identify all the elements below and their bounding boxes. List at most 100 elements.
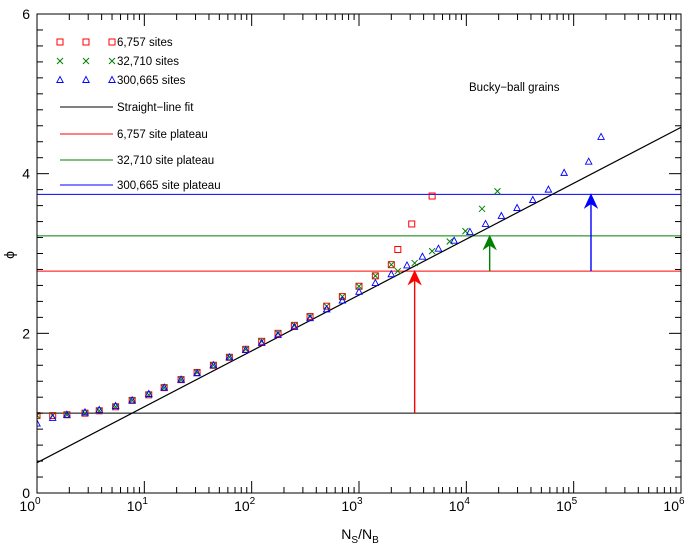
legend: 6,757 sites 32,710 sites 300,665 sites S… [56, 37, 221, 192]
data-point-series-3 [160, 383, 169, 391]
x-axis-label: NS/NB [341, 526, 379, 546]
data-point-series-2 [63, 411, 71, 419]
data-point-series-3 [528, 195, 537, 203]
data-point-series-1 [258, 337, 266, 345]
data-point-series-1 [323, 302, 331, 310]
legend-label-series-1: 6,757 sites [117, 37, 173, 49]
x-tick-label: 106 [663, 496, 685, 514]
data-point-series-3 [597, 132, 606, 140]
data-point-series-2 [177, 376, 185, 383]
data-point-series-3 [560, 168, 569, 176]
x-tick-label: 103 [341, 496, 363, 514]
x-tick-label: 101 [127, 496, 149, 514]
data-point-series-1 [290, 321, 298, 329]
data-point-series-3 [306, 313, 315, 322]
legend-marker-series-3 [56, 75, 64, 83]
arrow-head-1 [407, 269, 422, 286]
data-point-series-1 [49, 412, 57, 420]
data-point-series-1 [428, 192, 436, 200]
data-point-series-2 [494, 187, 501, 195]
legend-marker-series-2 [56, 57, 64, 65]
legend-marker-series-1 [56, 38, 64, 46]
data-point-series-3 [290, 322, 299, 330]
data-point-series-3 [111, 401, 120, 409]
data-point-series-2 [411, 259, 419, 267]
data-point-series-2 [387, 261, 395, 269]
data-point-series-2 [226, 353, 233, 361]
x-tick-label: 105 [556, 496, 578, 514]
legend-label-series-3: 300,665 sites [117, 75, 186, 87]
data-point-series-3 [338, 296, 347, 304]
legend-marker-series-1 [82, 38, 90, 46]
data-point-series-1 [306, 313, 314, 321]
data-point-series-1 [387, 261, 395, 269]
data-point-series-3 [241, 345, 250, 354]
data-point-series-3 [322, 304, 331, 313]
data-point-series-2 [371, 272, 379, 280]
data-point-series-1 [394, 246, 402, 254]
data-point-series-3 [497, 211, 506, 219]
data-point-series-3 [418, 252, 427, 260]
data-point-series-2 [355, 282, 363, 290]
data-point-series-3 [274, 330, 282, 338]
ticks-layer [36, 13, 681, 494]
data-point-series-3 [225, 352, 234, 361]
data-point-series-1 [274, 329, 282, 337]
data-point-series-3 [465, 227, 474, 235]
data-point-series-1 [145, 391, 153, 399]
data-point-series-3 [355, 287, 363, 295]
data-point-series-3 [434, 244, 443, 252]
data-point-series-3 [177, 375, 186, 383]
legend-marker-series-1 [108, 38, 116, 46]
y-tick-label: 4 [22, 166, 30, 182]
legend-label-plateau-2: 32,710 site plateau [117, 155, 214, 167]
plot-points-layer [37, 132, 606, 427]
y-tick-label: 6 [22, 6, 30, 22]
tick-labels-layer: 0 2 4 6 100 101 102 103 104 105 106 [19, 6, 685, 514]
data-point-series-3 [193, 368, 202, 377]
y-tick-label: 2 [22, 325, 30, 341]
arrow-head-3 [583, 193, 599, 209]
legend-label-plateau-3: 300,665 site plateau [117, 180, 221, 192]
legend-marker-series-3 [82, 75, 90, 83]
legend-marker-series-2 [108, 57, 116, 65]
data-point-series-3 [81, 407, 89, 416]
data-point-series-1 [95, 407, 103, 415]
data-point-series-3 [128, 395, 137, 404]
y-tick-label: 0 [22, 485, 30, 501]
data-point-series-3 [584, 157, 593, 165]
arrows-layer [407, 193, 599, 414]
svg-text:NS/NB: NS/NB [341, 526, 379, 546]
data-point-series-3 [481, 219, 490, 227]
data-point-series-1 [112, 403, 120, 411]
legend-label-series-2: 32,710 sites [117, 56, 179, 68]
data-point-series-2 [128, 397, 136, 404]
data-point-series-2 [160, 384, 168, 391]
data-point-series-3 [450, 236, 459, 244]
x-tick-label: 104 [449, 496, 471, 514]
data-point-series-3 [403, 261, 411, 269]
data-point-series-3 [95, 405, 104, 413]
plot-lines-layer [37, 126, 681, 464]
annotation-bucky-ball-grains: Bucky−ball grains [469, 82, 560, 94]
data-point-series-3 [371, 278, 380, 286]
data-point-series-3 [62, 410, 71, 418]
legend-marker-series-3 [108, 75, 116, 83]
data-point-series-3 [387, 269, 396, 278]
data-point-series-1 [81, 409, 89, 417]
data-point-series-1 [37, 412, 41, 420]
data-point-series-2 [428, 247, 436, 255]
data-point-series-2 [394, 267, 402, 275]
data-point-series-2 [478, 205, 486, 213]
y-axis-label: ϕ [1, 251, 17, 259]
fit-line [37, 126, 681, 464]
legend-label-fit: Straight−line fit [117, 102, 194, 114]
legend-marker-series-2 [82, 57, 90, 65]
data-point-series-3 [48, 413, 57, 421]
data-point-series-2 [210, 361, 217, 369]
data-point-series-3 [513, 203, 522, 211]
data-point-series-3 [257, 338, 266, 346]
legend-label-plateau-1: 6,757 site plateau [117, 129, 208, 141]
data-point-series-3 [544, 185, 553, 193]
arrow-head-2 [482, 234, 497, 251]
